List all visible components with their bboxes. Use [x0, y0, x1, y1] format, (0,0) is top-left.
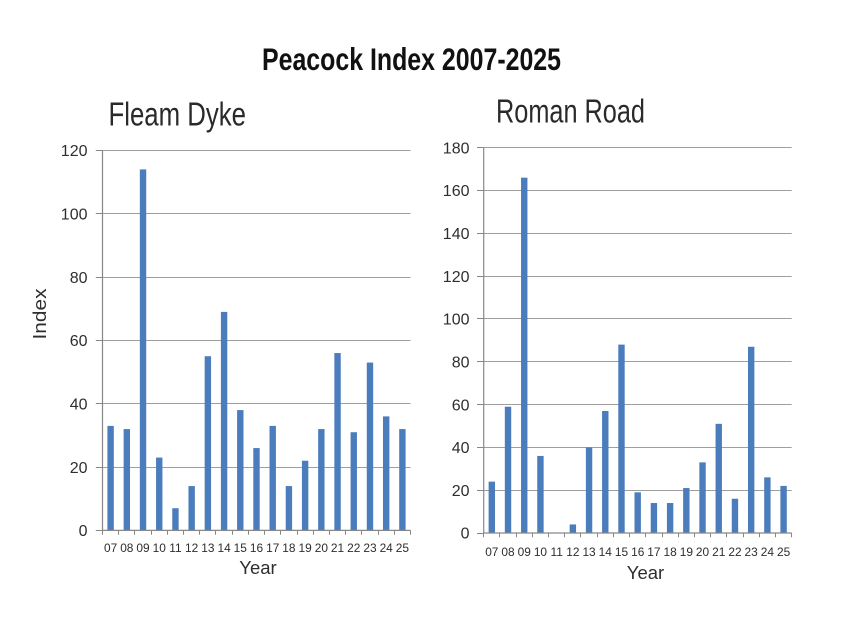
svg-text:25: 25	[396, 541, 410, 555]
svg-text:19: 19	[680, 545, 694, 559]
svg-text:17: 17	[647, 545, 661, 559]
svg-text:80: 80	[452, 354, 470, 371]
svg-text:40: 40	[70, 396, 88, 413]
svg-text:14: 14	[599, 545, 613, 559]
svg-text:20: 20	[70, 460, 88, 477]
svg-text:25: 25	[777, 545, 791, 559]
svg-text:23: 23	[745, 545, 759, 559]
svg-text:08: 08	[501, 545, 515, 559]
svg-text:11: 11	[550, 545, 563, 559]
svg-text:16: 16	[250, 541, 264, 555]
svg-text:24: 24	[380, 541, 394, 555]
svg-text:Roman Road: Roman Road	[496, 93, 645, 130]
svg-text:16: 16	[631, 545, 645, 559]
svg-text:13: 13	[582, 545, 596, 559]
svg-text:19: 19	[299, 541, 313, 555]
svg-text:22: 22	[347, 541, 361, 555]
svg-text:40: 40	[452, 440, 470, 457]
svg-text:07: 07	[104, 541, 118, 555]
svg-text:10: 10	[534, 545, 548, 559]
svg-text:20: 20	[315, 541, 329, 555]
svg-text:100: 100	[61, 206, 88, 223]
svg-text:21: 21	[712, 545, 726, 559]
svg-text:Fleam Dyke: Fleam Dyke	[109, 95, 247, 132]
svg-text:120: 120	[443, 269, 470, 286]
svg-text:Year: Year	[239, 557, 276, 578]
svg-text:20: 20	[696, 545, 710, 559]
svg-text:Year: Year	[627, 562, 664, 583]
svg-text:100: 100	[443, 312, 470, 329]
svg-text:13: 13	[201, 541, 215, 555]
svg-text:12: 12	[185, 541, 199, 555]
svg-text:Peacock Index 2007-2025: Peacock Index 2007-2025	[262, 41, 561, 77]
svg-text:24: 24	[761, 545, 775, 559]
svg-text:180: 180	[443, 140, 470, 157]
svg-text:17: 17	[266, 541, 280, 555]
svg-text:15: 15	[234, 541, 248, 555]
svg-text:10: 10	[153, 541, 167, 555]
svg-text:23: 23	[363, 541, 377, 555]
svg-text:15: 15	[615, 545, 629, 559]
svg-text:80: 80	[70, 270, 88, 287]
svg-text:09: 09	[518, 545, 532, 559]
svg-text:18: 18	[282, 541, 296, 555]
svg-text:160: 160	[443, 183, 470, 200]
svg-text:140: 140	[443, 226, 470, 243]
svg-text:60: 60	[70, 333, 88, 350]
svg-text:20: 20	[452, 483, 470, 500]
svg-text:18: 18	[664, 545, 678, 559]
svg-text:120: 120	[61, 143, 88, 160]
svg-text:07: 07	[485, 545, 499, 559]
svg-text:08: 08	[120, 541, 134, 555]
svg-text:0: 0	[79, 523, 88, 540]
svg-text:22: 22	[728, 545, 742, 559]
svg-text:60: 60	[452, 397, 470, 414]
svg-text:14: 14	[217, 541, 231, 555]
svg-text:Index: Index	[29, 288, 50, 340]
svg-text:11: 11	[169, 541, 182, 555]
svg-text:12: 12	[566, 545, 580, 559]
svg-text:21: 21	[331, 541, 345, 555]
svg-text:0: 0	[461, 526, 470, 543]
svg-text:09: 09	[136, 541, 150, 555]
